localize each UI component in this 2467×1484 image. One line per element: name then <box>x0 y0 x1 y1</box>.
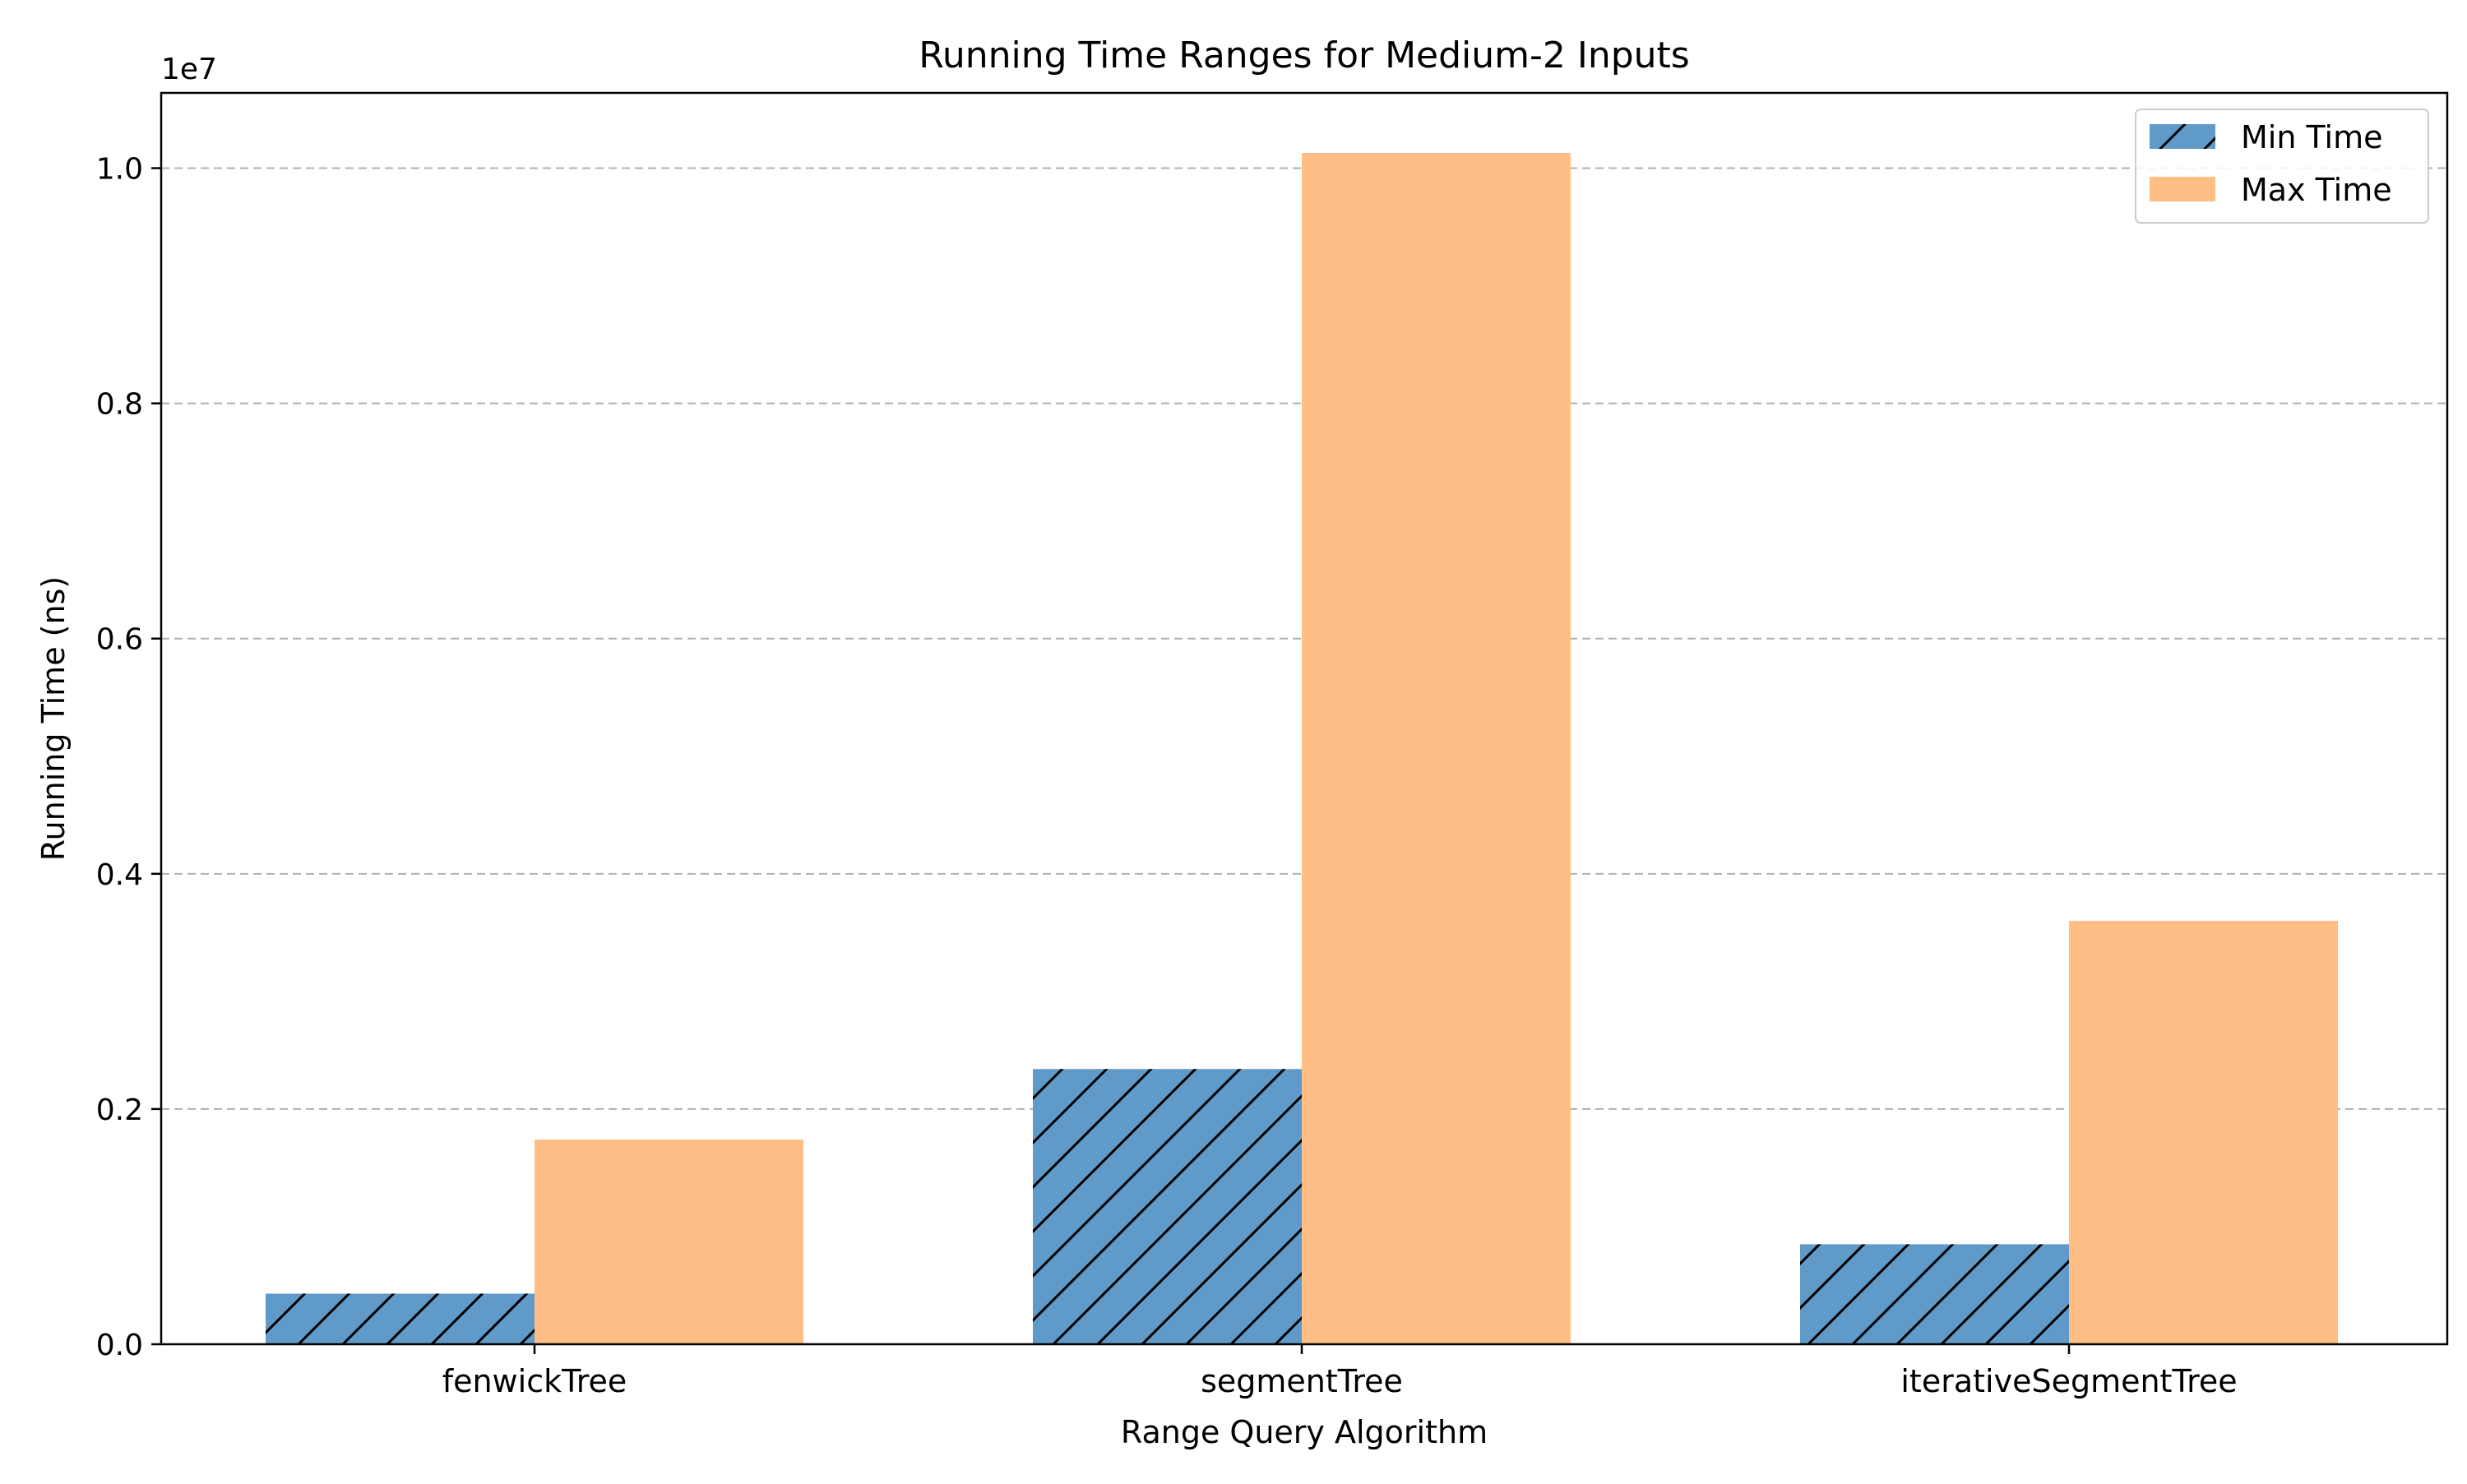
y-tick-label: 0.8 <box>96 388 143 422</box>
bar-hatch-min-time-fenwickTree <box>266 1293 535 1344</box>
bar-max-time-segmentTree <box>1302 152 1571 1344</box>
bar-max-time-iterativeSegmentTree <box>2069 921 2338 1344</box>
x-tick-label: iterativeSegmentTree <box>1900 1363 2237 1399</box>
x-axis: fenwickTree segmentTree iterativeSegmentTr… <box>442 1344 2238 1399</box>
legend-item-min-time: Min Time <box>2150 119 2383 155</box>
legend-swatch-min-time-hatch <box>2150 124 2215 149</box>
y-tick-label: 0.2 <box>96 1093 143 1127</box>
chart-title: Running Time Ranges for Medium-2 Inputs <box>919 35 1689 76</box>
y-axis-label: Running Time (ns) <box>35 576 72 861</box>
y-tick-label: 0.4 <box>96 858 143 892</box>
legend-label-max-time: Max Time <box>2241 172 2392 208</box>
x-tick-label: segmentTree <box>1201 1363 1403 1399</box>
bar-hatch-min-time-segmentTree <box>1033 1069 1302 1344</box>
plot-frame <box>160 91 2449 1346</box>
bar-max-time-fenwickTree <box>535 1140 803 1344</box>
legend-swatch-max-time <box>2150 177 2215 201</box>
y-offset-label: 1e7 <box>161 53 217 86</box>
x-tick-label: fenwickTree <box>442 1363 627 1399</box>
y-tick-label: 0.6 <box>96 623 143 657</box>
x-axis-label: Range Query Algorithm <box>1121 1414 1488 1450</box>
bar-hatch-min-time-iterativeSegmentTree <box>1800 1244 2069 1344</box>
legend: Min Time Max Time <box>2135 109 2429 224</box>
legend-label-min-time: Min Time <box>2241 119 2383 155</box>
bars <box>266 152 2338 1344</box>
legend-item-max-time: Max Time <box>2150 172 2392 208</box>
y-tick-label: 1.0 <box>96 153 143 187</box>
y-axis: 0.0 0.2 0.4 0.6 0.8 1.0 <box>96 153 161 1362</box>
y-tick-label: 0.0 <box>96 1329 143 1362</box>
